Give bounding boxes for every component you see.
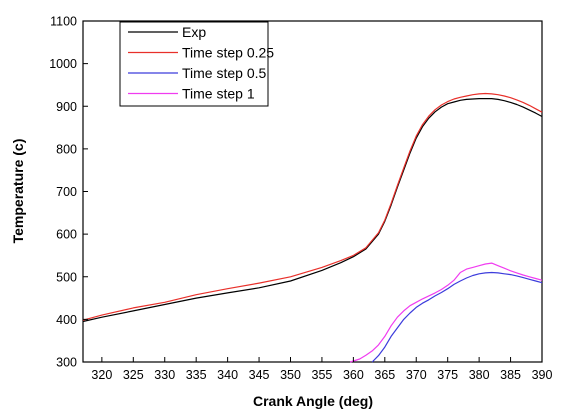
y-tick-label: 700 [56, 185, 77, 199]
legend-label: Exp [182, 24, 206, 40]
x-tick-label: 330 [154, 368, 175, 382]
x-tick-label: 360 [343, 368, 364, 382]
y-tick-label: 900 [56, 100, 77, 114]
x-tick-label: 385 [500, 368, 521, 382]
y-tick-label: 1000 [49, 57, 77, 71]
x-tick-label: 365 [374, 368, 395, 382]
x-tick-label: 355 [312, 368, 333, 382]
legend: Exp Time step 0.25 Time step 0.5 Time step … [119, 21, 274, 107]
y-tick-label: 600 [56, 228, 77, 242]
y-axis-title: Temperature (c) [10, 139, 26, 244]
series-line-1 [82, 92, 543, 321]
y-tick-label: 300 [56, 356, 77, 370]
x-tick-label: 345 [249, 368, 270, 382]
series-line-0 [82, 97, 543, 323]
series-line-3 [350, 262, 543, 363]
x-axis: 320 325 330 335 340 345 350 355 360 365 370 375 380 3… [91, 357, 552, 382]
plot-area [82, 20, 543, 363]
x-tick-label: 370 [406, 368, 427, 382]
x-tick-label: 375 [437, 368, 458, 382]
x-tick-label: 325 [123, 368, 144, 382]
legend-label: Time step 0.25 [182, 45, 274, 61]
x-tick-label: 350 [280, 368, 301, 382]
series-layer [82, 92, 543, 363]
legend-label: Time step 1 [182, 86, 255, 102]
x-axis-title: Crank Angle (deg) [253, 393, 373, 409]
x-tick-label: 340 [217, 368, 238, 382]
x-tick-label: 320 [91, 368, 112, 382]
y-tick-label: 400 [56, 313, 77, 327]
y-tick-label: 800 [56, 142, 77, 156]
y-axis: 300 400 500 600 700 800 900 1000 1100 [49, 15, 88, 370]
x-tick-label: 390 [532, 368, 553, 382]
legend-label: Time step 0.5 [182, 65, 267, 81]
x-tick-label: 380 [469, 368, 490, 382]
y-tick-label: 500 [56, 270, 77, 284]
y-tick-label: 1100 [50, 15, 77, 29]
x-tick-label: 335 [186, 368, 207, 382]
series-line-2 [371, 271, 543, 363]
legend-box [119, 21, 269, 107]
